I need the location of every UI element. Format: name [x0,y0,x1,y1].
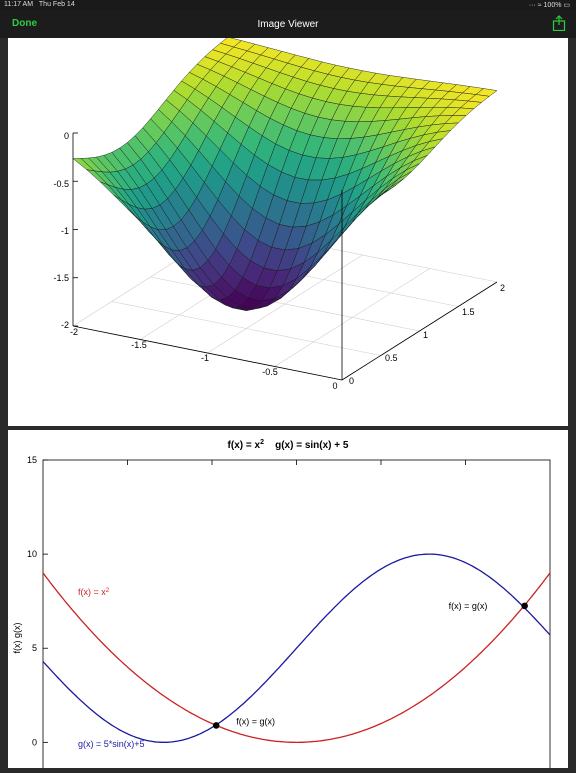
x-tick-label: -1 [201,353,209,363]
y-axis-label: f(x) g(x) [12,623,22,654]
z-tick-label: -1 [61,226,69,236]
y-tick-label: 1.5 [462,307,475,317]
floor-grid-line [274,268,430,367]
series-f-line [42,572,551,744]
surface-cell [72,158,95,172]
y-tick-label: 0 [349,376,354,386]
navigation-bar: Done Image Viewer [0,10,576,38]
x-tick-label: 0 [332,381,337,391]
z-tick-label: -0.5 [53,179,69,189]
x-tick-label: -1.5 [131,340,147,350]
intersection-point [212,722,220,729]
chart-title: f(x) = x2 g(x) = sin(x) + 5 [228,439,349,451]
plot-frame [42,459,551,773]
x-tick-label: -0.5 [262,367,278,377]
z-tick-label: -1.5 [53,273,69,283]
page-title: Image Viewer [257,19,319,30]
line-chart: f(x) = x2 g(x) = sin(x) + 5 f(x) g(x) 15… [12,439,551,773]
status-right: ··· ≈ 100% ▭ [528,2,570,9]
surface-plot-panel: 0 -0.5 -1 -1.5 -2 -2 -1.5 -1 -0.5 0 0 0.… [8,35,568,426]
surface-plot: 0 -0.5 -1 -1.5 -2 -2 -1.5 -1 -0.5 0 0 0.… [53,35,505,391]
done-button[interactable]: Done [12,18,37,29]
y-tick-label: 10 [27,549,37,559]
y-tick-label: 15 [27,455,37,465]
y-tick-label: 1 [423,330,428,340]
series-f-label: f(x) = x2 [78,587,110,597]
status-bar: 11:17 AM Thu Feb 14 ··· ≈ 100% ▭ [0,0,576,10]
share-icon[interactable] [552,15,566,31]
series-g-line [42,553,551,743]
z-tick-label: 0 [64,131,69,141]
floor-grid-line [150,276,420,332]
intersection-label: f(x) = g(x) [449,601,488,611]
y-tick-label: 5 [32,643,37,653]
y-tick-label: 0.5 [385,353,398,363]
intersection-label: f(x) = g(x) [236,716,275,726]
line-chart-panel: f(x) = x2 g(x) = sin(x) + 5 f(x) g(x) 15… [8,430,568,773]
z-tick-label: -2 [61,320,69,330]
y-tick-label: 0 [32,737,37,747]
series-g-label: g(x) = 5*sin(x)+5 [78,739,145,749]
status-time: 11:17 AM Thu Feb 14 [4,1,75,8]
y-tick-label: 2 [500,283,505,293]
x-tick-label: -2 [70,327,78,337]
intersection-point [521,602,528,610]
